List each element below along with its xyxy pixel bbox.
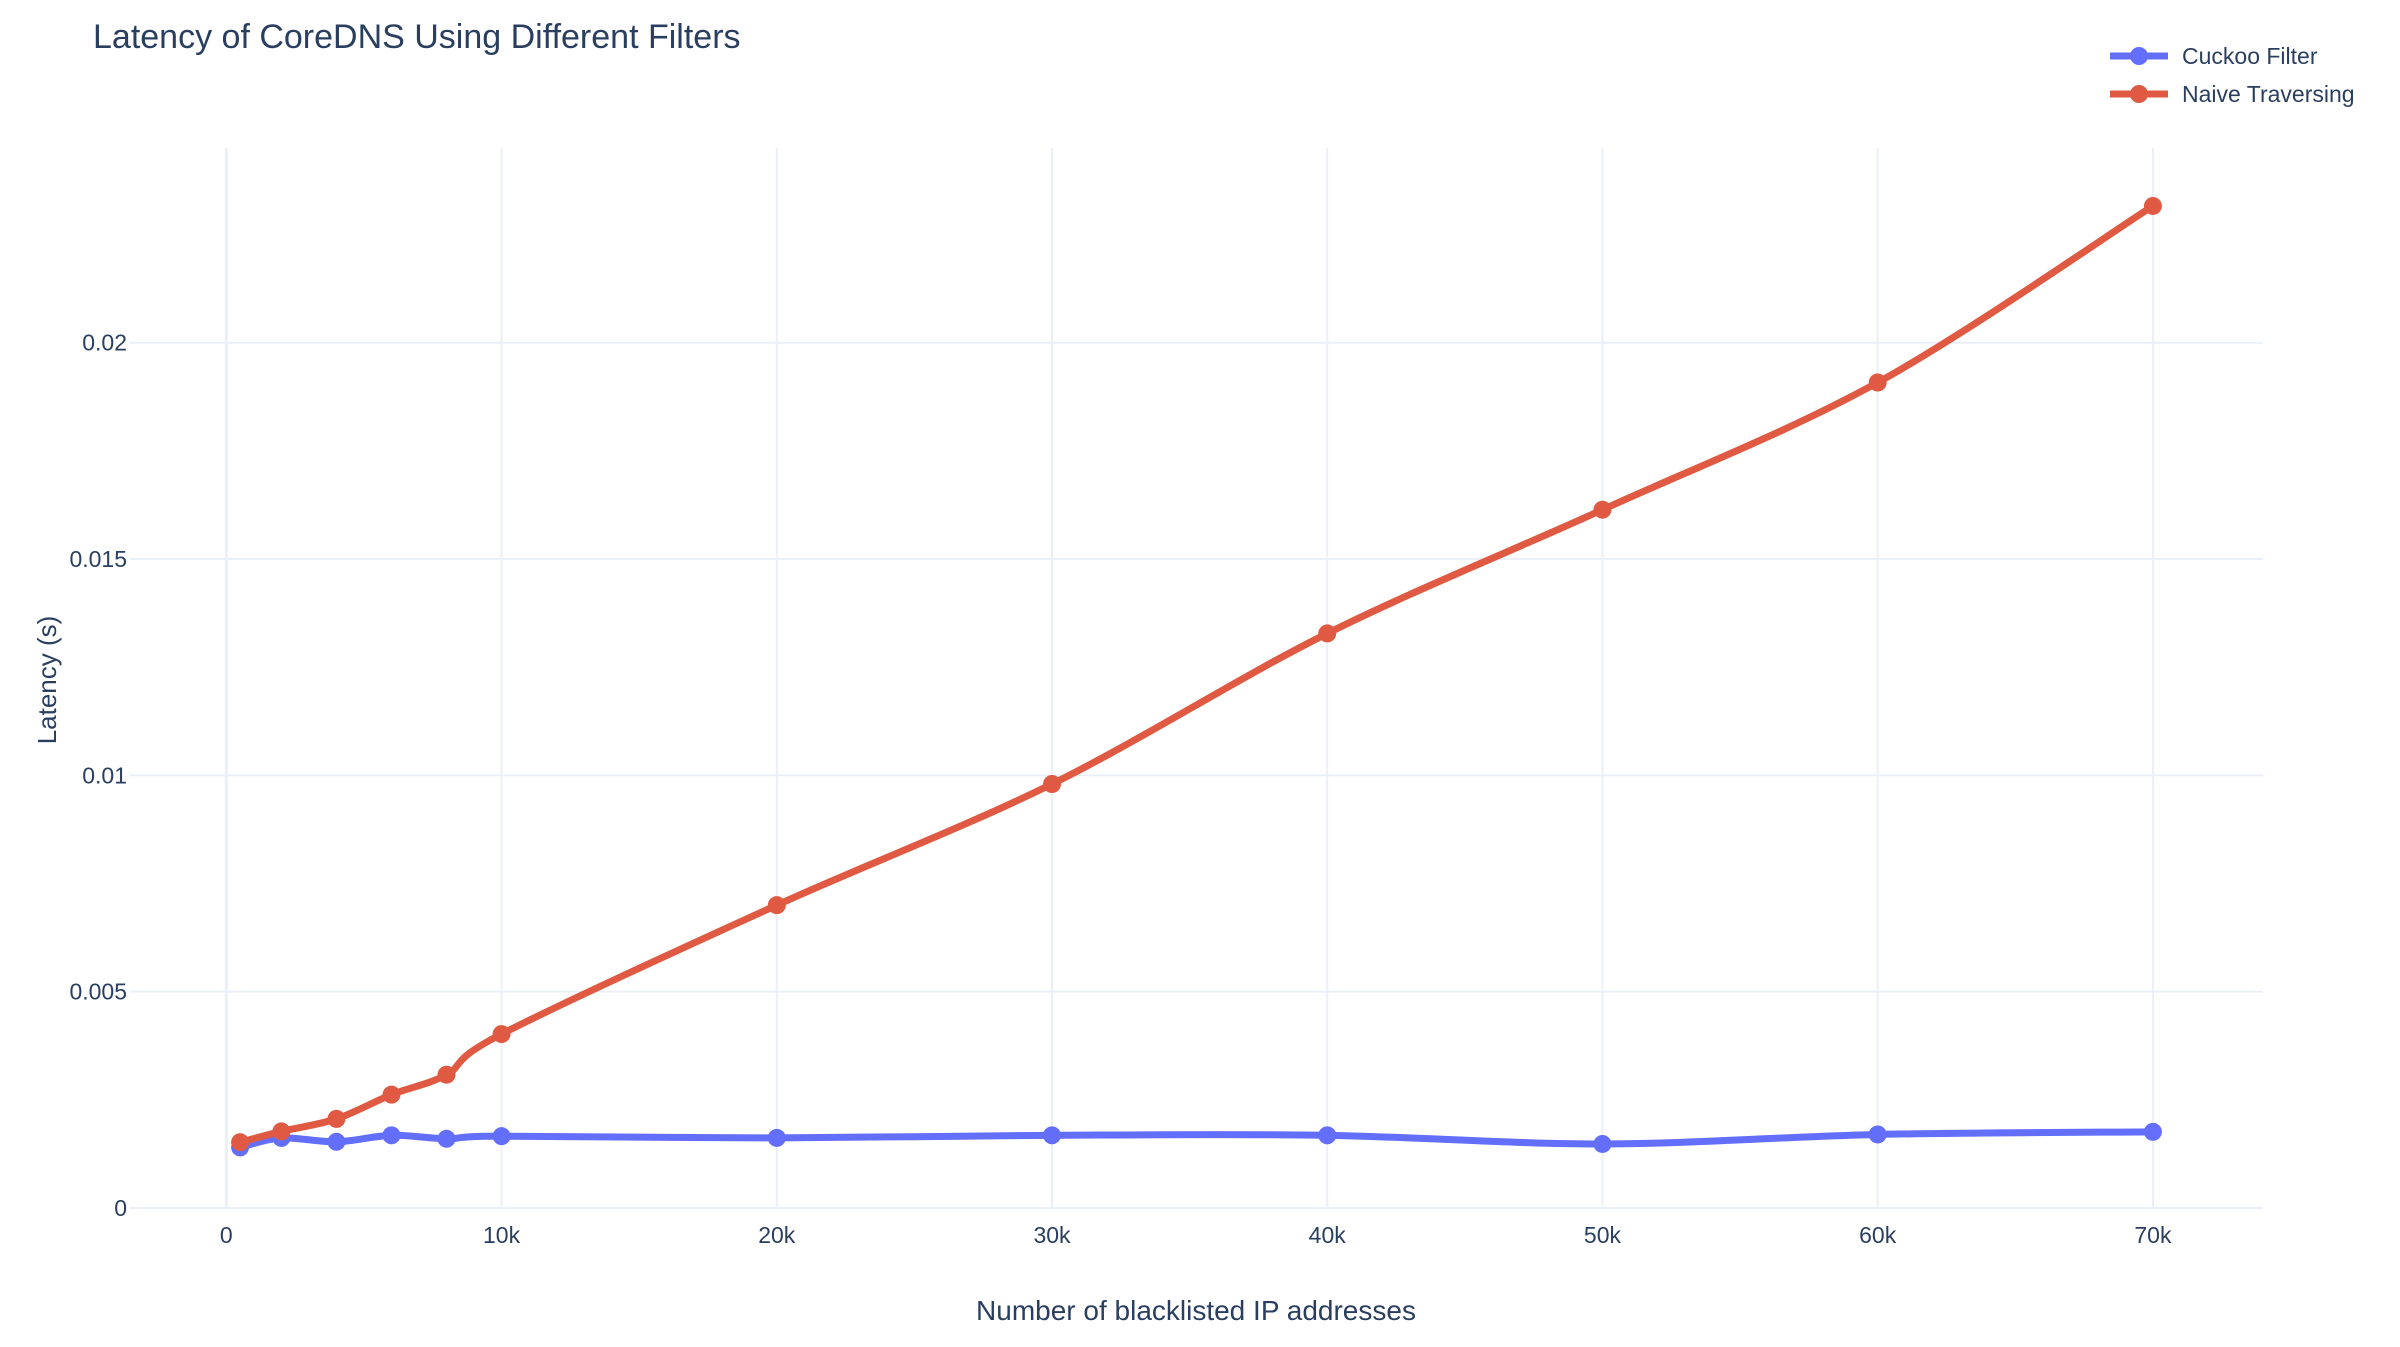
- series-area: [231, 196, 2162, 1157]
- legend-item-naive-traversing[interactable]: Naive Traversing: [2110, 81, 2355, 107]
- data-point-cuckoo-filter: [1043, 1126, 1062, 1145]
- series-line-cuckoo-filter: [236, 1128, 2157, 1151]
- y-tick-label: 0.015: [69, 546, 127, 572]
- data-point-cuckoo-filter: [492, 1127, 511, 1146]
- legend-marker-cuckoo-filter: [2130, 47, 2148, 65]
- y-tick-label: 0.005: [69, 979, 127, 1005]
- chart-title: Latency of CoreDNS Using Different Filte…: [93, 18, 741, 56]
- data-point-naive-traversing: [767, 896, 786, 915]
- data-point-cuckoo-filter: [382, 1126, 401, 1145]
- data-point-cuckoo-filter: [1868, 1125, 1887, 1144]
- data-point-naive-traversing: [437, 1065, 456, 1084]
- x-tick-label: 10k: [483, 1222, 521, 1248]
- x-axis-label: Number of blacklisted IP addresses: [976, 1295, 1416, 1326]
- legend: Cuckoo Filter Naive Traversing: [2110, 43, 2355, 107]
- x-tick-label: 60k: [1859, 1222, 1897, 1248]
- y-axis-label: Latency (s): [32, 616, 62, 745]
- x-tick-label: 20k: [758, 1222, 796, 1248]
- data-point-naive-traversing: [382, 1085, 401, 1104]
- data-point-cuckoo-filter: [1318, 1126, 1337, 1145]
- data-point-cuckoo-filter: [437, 1129, 456, 1148]
- data-point-naive-traversing: [327, 1109, 346, 1128]
- grid: [130, 148, 2263, 1209]
- legend-marker-naive-traversing: [2130, 85, 2148, 103]
- data-point-naive-traversing: [1593, 500, 1612, 519]
- x-tick-label: 50k: [1584, 1222, 1622, 1248]
- series-cuckoo-filter: [231, 1122, 2162, 1157]
- data-point-naive-traversing: [1043, 775, 1062, 793]
- y-tick-label: 0.02: [82, 330, 127, 356]
- legend-label: Cuckoo Filter: [2182, 43, 2318, 69]
- data-point-naive-traversing: [492, 1025, 511, 1044]
- data-point-cuckoo-filter: [767, 1128, 786, 1147]
- data-point-cuckoo-filter: [2143, 1122, 2162, 1141]
- data-point-cuckoo-filter: [327, 1132, 346, 1151]
- data-point-cuckoo-filter: [1593, 1134, 1612, 1153]
- series-naive-traversing: [231, 196, 2162, 1152]
- data-point-naive-traversing: [272, 1122, 291, 1141]
- legend-item-cuckoo-filter[interactable]: Cuckoo Filter: [2110, 43, 2318, 69]
- x-tick-label: 30k: [1033, 1222, 1071, 1248]
- x-tick-label: 70k: [2134, 1222, 2172, 1248]
- axis-ticks: 0 10k 20k 30k 40k 50k 60k 70k 0 0.005 0.01 0.015 0.0…: [69, 330, 2172, 1248]
- legend-label: Naive Traversing: [2182, 81, 2355, 107]
- y-tick-label: 0.01: [82, 762, 127, 788]
- x-tick-label: 40k: [1309, 1222, 1347, 1248]
- x-tick-label: 0: [220, 1222, 233, 1248]
- y-tick-label: 0: [114, 1195, 127, 1221]
- data-point-naive-traversing: [231, 1133, 250, 1152]
- data-point-naive-traversing: [1318, 624, 1337, 643]
- data-point-naive-traversing: [1868, 373, 1887, 392]
- data-point-naive-traversing: [2143, 196, 2162, 215]
